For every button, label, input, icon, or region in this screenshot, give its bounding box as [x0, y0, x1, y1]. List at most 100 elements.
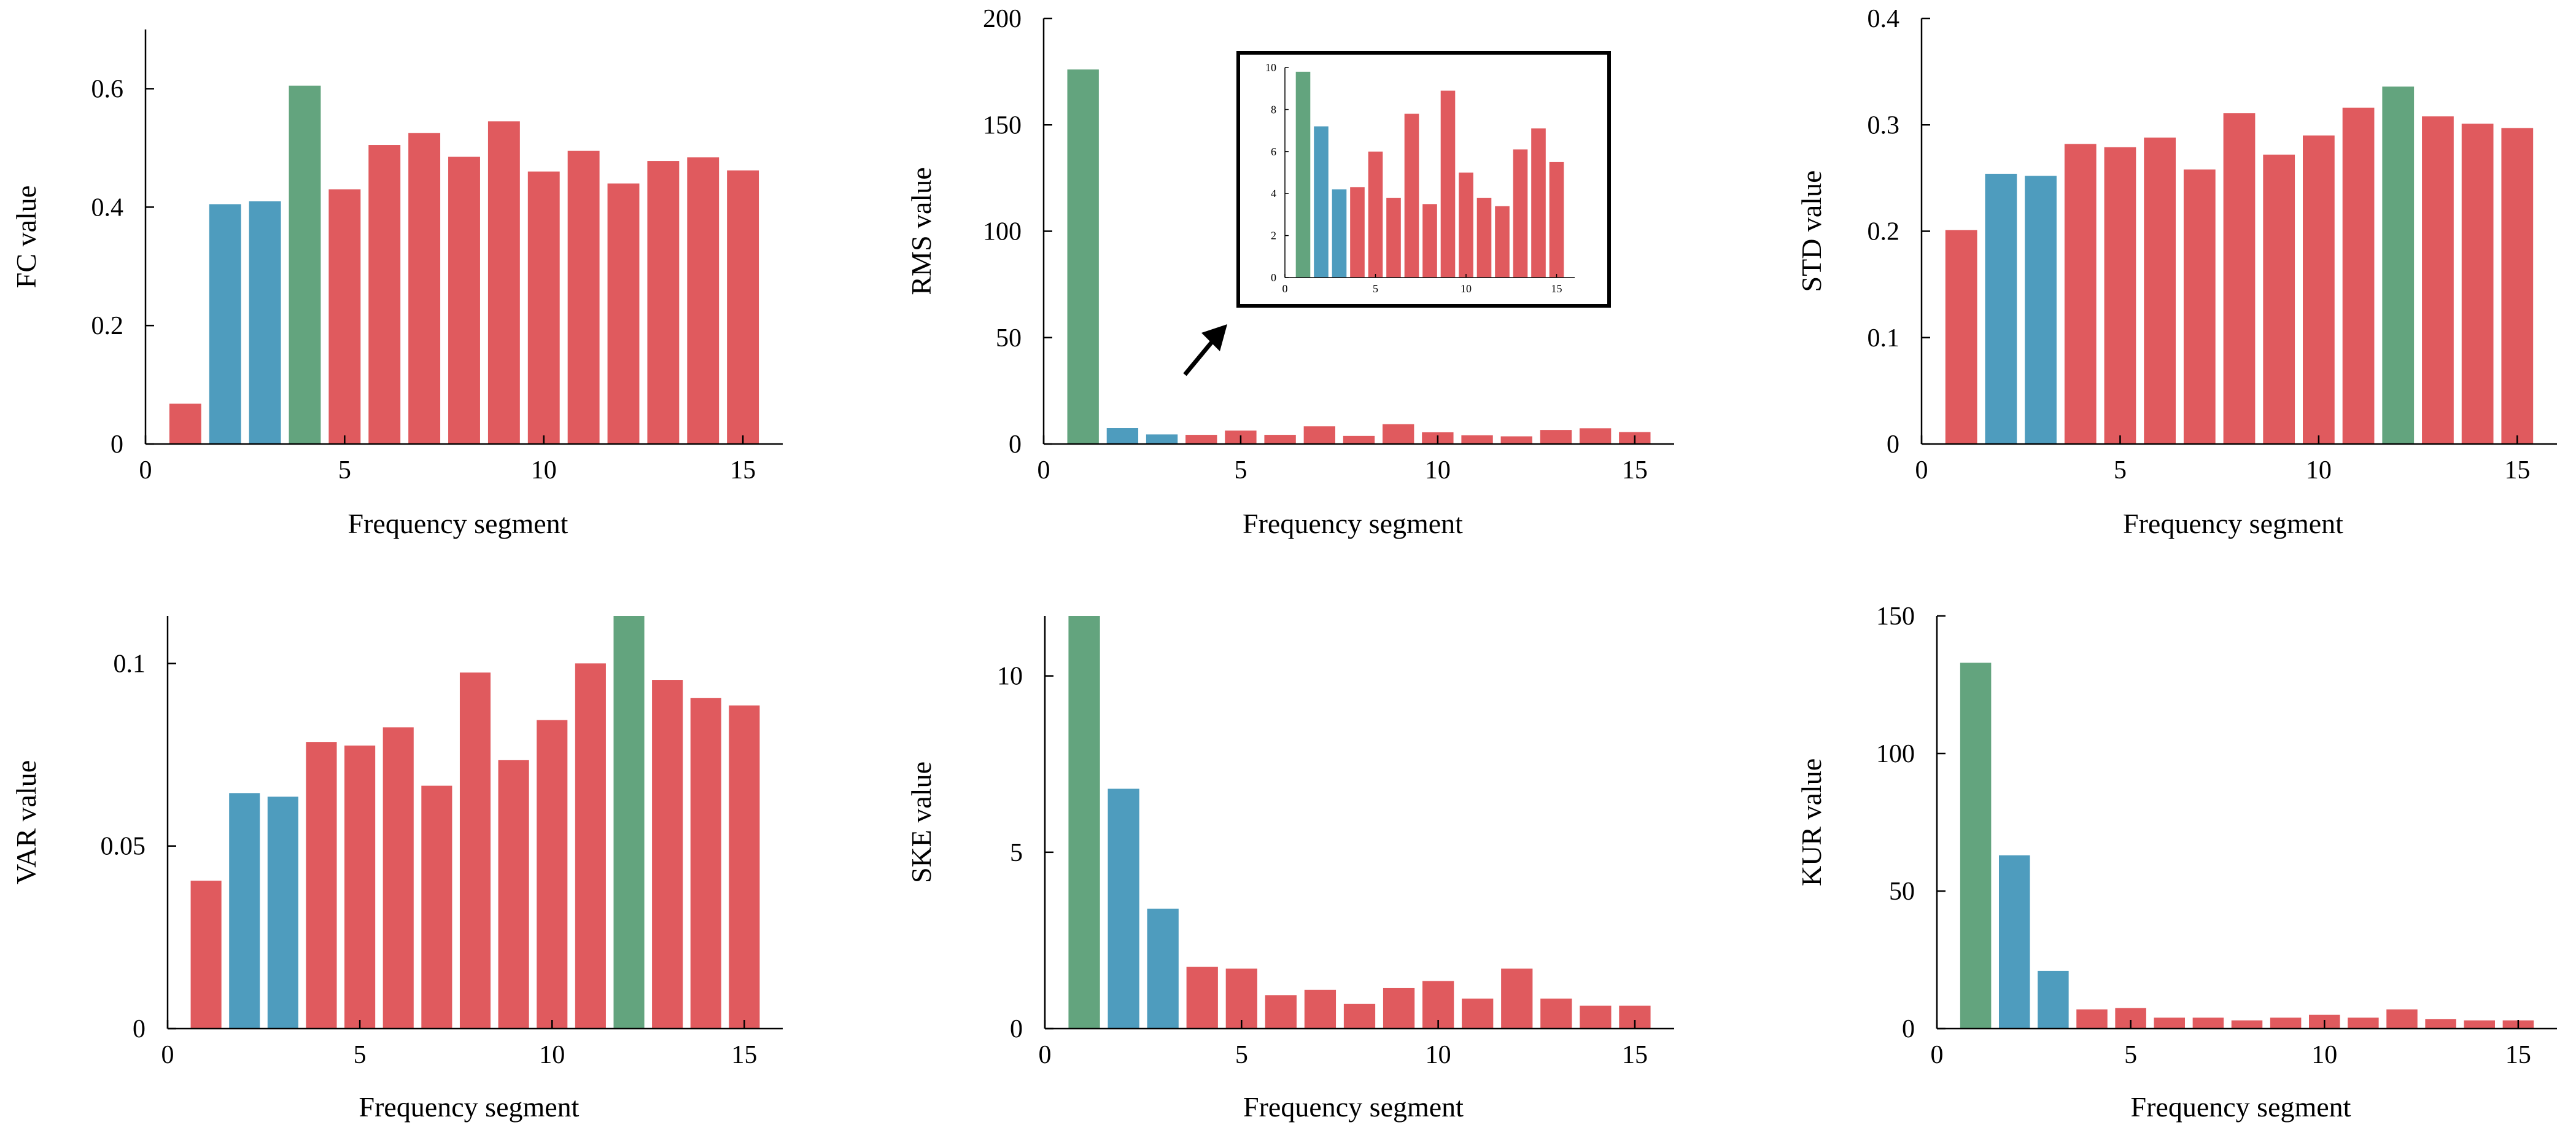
bar-15 [2501, 128, 2534, 444]
x-tick-label: 0 [1915, 456, 1928, 485]
bar-11 [575, 663, 606, 1029]
bar-7 [1303, 426, 1335, 444]
bar-3 [1147, 908, 1179, 1029]
inset-bar-9 [1440, 90, 1456, 278]
bar-9 [487, 121, 520, 444]
y-tick-label: 0 [133, 1015, 145, 1043]
bar-11 [2342, 107, 2375, 444]
bar-5 [328, 189, 361, 444]
bar-9 [1383, 987, 1415, 1029]
x-tick-label: 15 [1622, 456, 1648, 485]
bar-3 [2025, 176, 2057, 444]
bar-9 [2270, 1018, 2302, 1029]
bar-11 [567, 150, 600, 444]
x-tick-label: 10 [1425, 456, 1451, 485]
x-axis-label: Frequency segment [359, 1091, 580, 1123]
x-tick-label: 15 [731, 1041, 757, 1069]
inset-bar-11 [1476, 198, 1492, 278]
y-axis-label: RMS value [906, 167, 937, 295]
bar-11 [2348, 1018, 2379, 1029]
bar-12 [2382, 86, 2415, 444]
x-tick-label: 10 [531, 456, 557, 485]
chart-std: 0 5 10 15 0 0.1 0.2 0.3 0.4 Frequency segment STD … [1796, 5, 2557, 539]
y-tick-label: 0 [1887, 430, 1899, 459]
inset-x-tick-label: 15 [1551, 282, 1562, 295]
inset-bar-2 [1314, 126, 1329, 278]
bar-15 [729, 705, 760, 1029]
bar-13 [2425, 1019, 2456, 1029]
bar-12 [613, 616, 645, 1029]
x-tick-label: 10 [1426, 1041, 1451, 1069]
bar-1 [1960, 663, 1992, 1029]
bar-13 [1540, 999, 1572, 1029]
bar-14 [690, 698, 721, 1029]
x-tick-label: 5 [2114, 456, 2127, 485]
bar-4 [289, 85, 321, 444]
bar-14 [687, 157, 720, 444]
x-tick-label: 5 [338, 456, 351, 485]
inset-bar-14 [1531, 128, 1546, 278]
inset-bar-4 [1350, 187, 1365, 278]
bar-10 [2303, 135, 2335, 444]
chart-ske: 0 5 10 15 0 5 10 Frequency segment SKE value [906, 616, 1674, 1123]
bar-15 [727, 170, 759, 444]
y-axis-label: FC value [10, 185, 42, 288]
x-tick-label: 10 [2306, 456, 2332, 485]
y-tick-label: 0.3 [1868, 111, 1900, 139]
y-tick-label: 0.6 [91, 75, 124, 103]
inset-x-tick-label: 5 [1373, 282, 1378, 295]
bar-14 [2464, 1020, 2495, 1029]
bar-6 [382, 727, 414, 1029]
y-tick-label: 0.1 [114, 650, 146, 678]
bar-12 [1500, 436, 1532, 444]
bar-8 [448, 157, 480, 445]
inset-bar-1 [1295, 71, 1311, 278]
bar-1 [1945, 230, 1977, 444]
bar-2 [209, 204, 241, 444]
y-axis-label: KUR value [1796, 758, 1827, 886]
bar-7 [2192, 1018, 2224, 1029]
chart-var: 0 5 10 15 0 0.05 0.1 Frequency segment VAR value [10, 616, 783, 1123]
y-tick-label: 0.1 [1868, 324, 1900, 352]
y-axis-label: SKE value [906, 761, 937, 883]
bar-4 [2064, 144, 2097, 444]
y-tick-label: 50 [996, 324, 1022, 352]
y-axis-label: STD value [1796, 170, 1827, 292]
inset-bar-13 [1513, 149, 1528, 278]
bar-3 [249, 201, 281, 444]
bar-2 [1999, 855, 2030, 1029]
y-tick-label: 0 [1010, 1015, 1023, 1043]
bar-4 [2076, 1009, 2108, 1029]
bar-2 [1985, 173, 2017, 444]
y-tick-label: 0 [1009, 430, 1022, 459]
bar-3 [2038, 970, 2069, 1029]
bar-8 [459, 672, 491, 1029]
y-tick-label: 0.4 [1868, 5, 1900, 33]
bar-12 [607, 183, 640, 444]
inset-bar-6 [1386, 198, 1401, 278]
bar-8 [1343, 435, 1375, 444]
inset-bar-12 [1495, 206, 1510, 278]
bar-13 [1540, 430, 1572, 444]
bar-7 [2183, 169, 2216, 444]
x-axis-label: Frequency segment [1243, 1091, 1464, 1123]
inset-x-tick-label: 0 [1282, 282, 1288, 295]
bar-6 [368, 145, 401, 445]
inset-bar-10 [1459, 173, 1473, 278]
inset-bar-3 [1332, 189, 1347, 278]
x-tick-label: 5 [354, 1041, 367, 1069]
bar-11 [1461, 435, 1493, 444]
bar-13 [2422, 116, 2454, 444]
bar-2 [1108, 789, 1139, 1029]
x-tick-label: 0 [139, 456, 152, 485]
bar-4 [1185, 435, 1217, 444]
x-tick-label: 0 [1038, 456, 1050, 485]
x-tick-label: 15 [730, 456, 756, 485]
x-axis-label: Frequency segment [348, 508, 568, 539]
bar-5 [344, 746, 376, 1029]
y-tick-label: 0 [111, 430, 123, 459]
bar-13 [652, 680, 683, 1029]
bar-6 [1264, 435, 1296, 444]
bar-5 [1225, 968, 1257, 1029]
